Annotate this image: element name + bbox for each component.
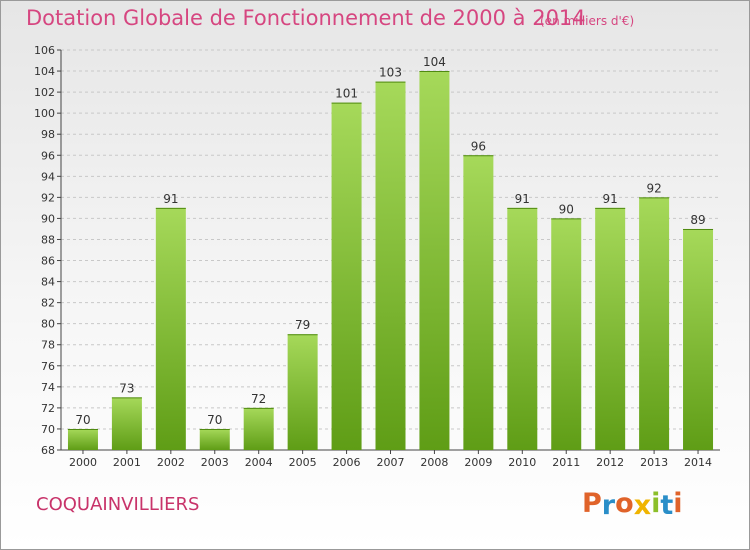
y-tick-label: 78 [41, 339, 55, 352]
data-label: 70 [207, 413, 222, 427]
data-label: 73 [119, 381, 134, 395]
bar [67, 428, 98, 450]
y-tick-label: 102 [34, 86, 55, 99]
x-tick-label: 2002 [157, 456, 185, 469]
data-label: 104 [423, 55, 446, 69]
bar [155, 207, 186, 450]
y-tick-label: 90 [41, 212, 55, 225]
y-tick-label: 92 [41, 191, 55, 204]
bar [331, 102, 362, 450]
data-label: 72 [251, 392, 266, 406]
data-label: 91 [515, 192, 530, 206]
y-tick-label: 96 [41, 149, 55, 162]
y-tick-label: 74 [41, 381, 55, 394]
logo-letter: P [582, 488, 602, 519]
x-tick-label: 2007 [377, 456, 405, 469]
x-tick-label: 2004 [245, 456, 273, 469]
data-label: 90 [559, 202, 574, 216]
commune-name: COQUAINVILLIERS [36, 494, 200, 515]
data-label: 96 [471, 139, 486, 153]
y-tick-label: 82 [41, 297, 55, 310]
bar [199, 428, 230, 450]
y-tick-label: 86 [41, 255, 55, 268]
proxiti-logo[interactable]: Proxiti [582, 488, 683, 521]
data-label: 92 [646, 181, 661, 195]
logo-letter: x [633, 490, 652, 521]
data-label: 70 [75, 413, 90, 427]
x-tick-label: 2001 [113, 456, 141, 469]
bars [67, 71, 714, 450]
y-tick-label: 84 [41, 276, 55, 289]
y-tick-label: 100 [34, 107, 55, 120]
data-label: 101 [335, 87, 358, 101]
data-label: 91 [163, 192, 178, 206]
data-label: 79 [295, 318, 310, 332]
x-tick-label: 2003 [201, 456, 229, 469]
y-tick-label: 80 [41, 318, 55, 331]
y-tick-label: 70 [41, 423, 55, 436]
x-tick-label: 2009 [464, 456, 492, 469]
bar [683, 228, 714, 450]
logo-letter: r [601, 490, 616, 521]
bar [111, 397, 142, 450]
logo-letter: i [673, 488, 683, 519]
labels: 68 70 72 74 76 78 80 82 84 86 88 90 92 94 96 98 100 102 10… [34, 44, 712, 469]
x-tick-label: 2011 [552, 456, 580, 469]
bar [375, 81, 406, 450]
bar [551, 218, 582, 450]
y-tick-label: 88 [41, 233, 55, 246]
logo-letter: i [651, 488, 661, 519]
y-tick-label: 94 [41, 170, 55, 183]
logo-letter: o [615, 488, 634, 519]
bar [287, 334, 318, 450]
bar [463, 155, 494, 450]
y-tick-label: 76 [41, 360, 55, 373]
bar [639, 197, 670, 450]
bar [419, 71, 450, 450]
bar [243, 407, 274, 450]
chart-unit: (en milliers d'€) [540, 14, 635, 28]
chart-title: Dotation Globale de Fonctionnement de 20… [26, 6, 586, 30]
y-tick-label: 72 [41, 402, 55, 415]
x-tick-label: 2010 [508, 456, 536, 469]
y-tick-label: 98 [41, 128, 55, 141]
x-tick-label: 2005 [289, 456, 317, 469]
x-tick-label: 2008 [420, 456, 448, 469]
x-tick-label: 2013 [640, 456, 668, 469]
y-tick-label: 106 [34, 44, 55, 57]
y-tick-label: 68 [41, 444, 55, 457]
data-label: 103 [379, 66, 402, 80]
data-label: 91 [603, 192, 618, 206]
x-tick-label: 2014 [684, 456, 712, 469]
x-tick-label: 2006 [333, 456, 361, 469]
bar [595, 207, 626, 450]
x-tick-label: 2012 [596, 456, 624, 469]
logo-letter: t [660, 490, 674, 521]
y-tick-label: 104 [34, 65, 55, 78]
x-tick-label: 2000 [69, 456, 97, 469]
bar [507, 207, 538, 450]
data-label: 89 [690, 213, 705, 227]
